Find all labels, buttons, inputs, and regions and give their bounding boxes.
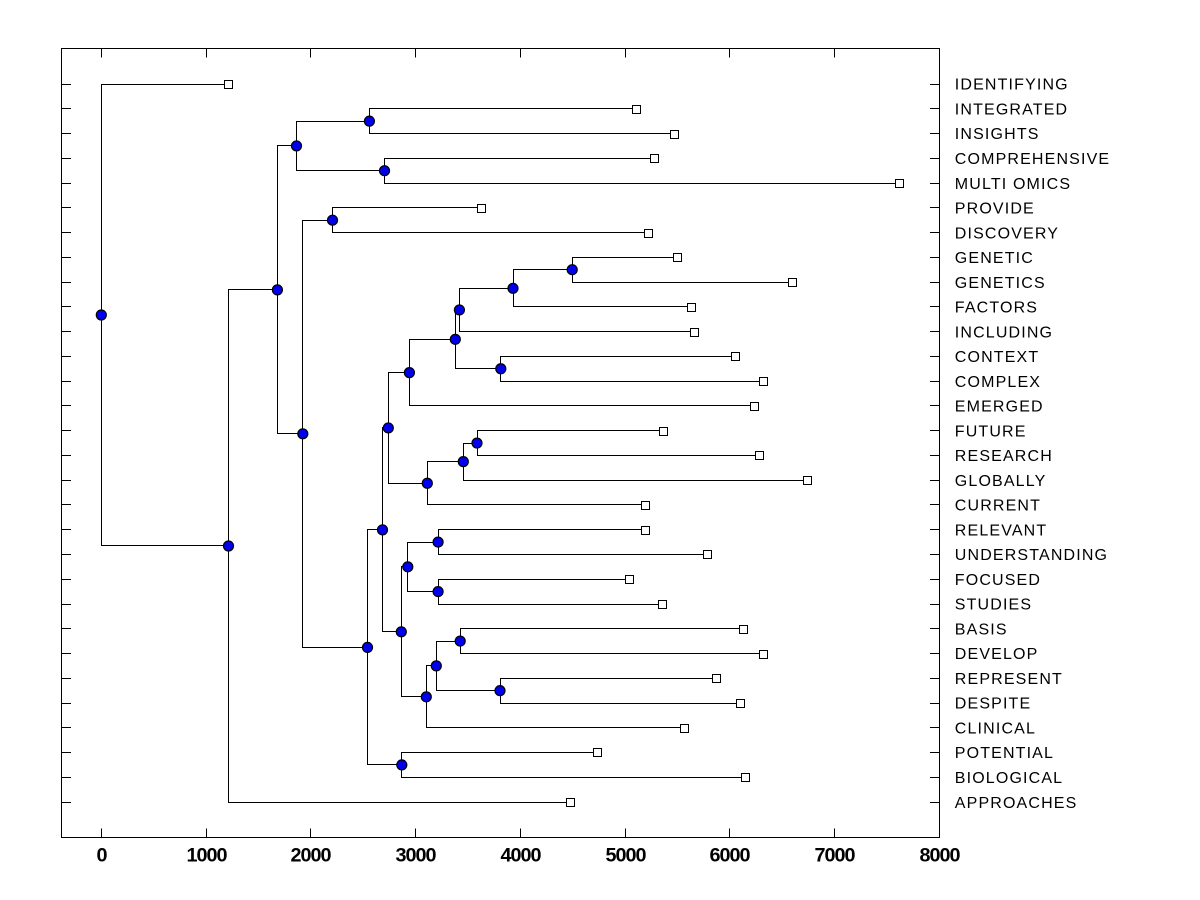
svg-text:COMPREHENSIVE: COMPREHENSIVE	[955, 151, 1110, 168]
svg-text:BIOLOGICAL: BIOLOGICAL	[955, 770, 1063, 787]
svg-text:3000: 3000	[395, 844, 436, 866]
svg-text:EMERGED: EMERGED	[955, 399, 1044, 416]
svg-text:GENETIC: GENETIC	[955, 250, 1034, 267]
svg-text:INTEGRATED: INTEGRATED	[955, 102, 1068, 119]
svg-text:7000: 7000	[814, 844, 855, 866]
svg-text:DISCOVERY: DISCOVERY	[955, 225, 1059, 242]
svg-text:DESPITE: DESPITE	[955, 696, 1032, 713]
svg-text:PROVIDE: PROVIDE	[955, 201, 1035, 218]
svg-text:FUTURE: FUTURE	[955, 423, 1027, 440]
svg-text:0: 0	[96, 844, 107, 866]
svg-text:FACTORS: FACTORS	[955, 300, 1038, 317]
svg-text:DEVELOP: DEVELOP	[955, 646, 1039, 663]
svg-text:INSIGHTS: INSIGHTS	[955, 126, 1040, 143]
svg-text:CURRENT: CURRENT	[955, 498, 1041, 515]
svg-text:8000: 8000	[919, 844, 960, 866]
svg-text:REPRESENT: REPRESENT	[955, 671, 1063, 688]
svg-text:6000: 6000	[709, 844, 750, 866]
svg-text:1000: 1000	[186, 844, 227, 866]
svg-text:MULTI OMICS: MULTI OMICS	[955, 176, 1071, 193]
svg-text:POTENTIAL: POTENTIAL	[955, 745, 1054, 762]
svg-text:UNDERSTANDING: UNDERSTANDING	[955, 547, 1108, 564]
svg-text:5000: 5000	[605, 844, 646, 866]
svg-text:IDENTIFYING: IDENTIFYING	[955, 77, 1069, 94]
svg-text:GENETICS: GENETICS	[955, 275, 1046, 292]
svg-text:STUDIES: STUDIES	[955, 597, 1032, 614]
svg-text:INCLUDING: INCLUDING	[955, 324, 1053, 341]
svg-text:APPROACHES: APPROACHES	[955, 795, 1078, 812]
svg-text:COMPLEX: COMPLEX	[955, 374, 1041, 391]
svg-text:CLINICAL: CLINICAL	[955, 721, 1036, 738]
svg-text:RELEVANT: RELEVANT	[955, 522, 1047, 539]
svg-text:4000: 4000	[500, 844, 541, 866]
svg-text:2000: 2000	[290, 844, 331, 866]
svg-text:BASIS: BASIS	[955, 621, 1008, 638]
svg-text:GLOBALLY: GLOBALLY	[955, 473, 1047, 490]
svg-text:CONTEXT: CONTEXT	[955, 349, 1040, 366]
svg-text:FOCUSED: FOCUSED	[955, 572, 1041, 589]
svg-text:RESEARCH: RESEARCH	[955, 448, 1053, 465]
